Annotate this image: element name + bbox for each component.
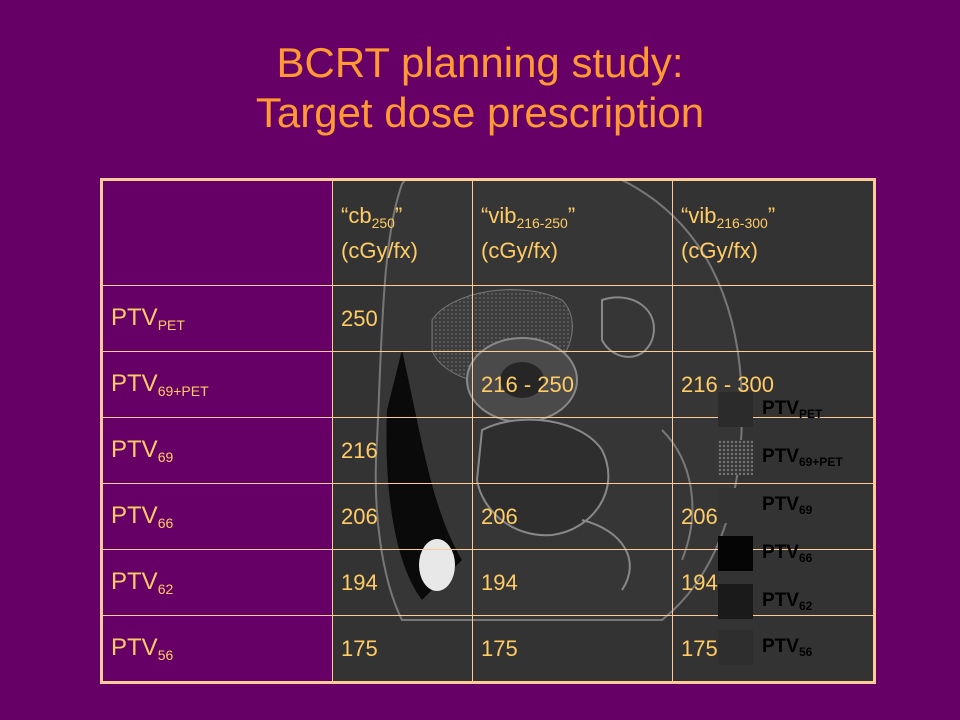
row-label: PTV69+PET — [102, 351, 333, 418]
legend-swatch-dotted — [718, 440, 753, 475]
table-cell — [672, 417, 874, 484]
table-row: PTV66 206 206 206 — [102, 483, 874, 550]
legend-swatch — [718, 392, 753, 427]
table-cell: 175 — [472, 615, 673, 682]
row-label: PTV69 — [102, 417, 333, 484]
legend-item-ptv-pet: PTVPET — [718, 392, 878, 428]
table-cell: 175 — [672, 615, 874, 682]
legend-item-ptv-66: PTV66 — [718, 536, 878, 572]
table-cell: 175 — [332, 615, 473, 682]
table-cell: 206 — [672, 483, 874, 550]
table-cell — [472, 417, 673, 484]
table-row: PTV62 194 194 194 — [102, 549, 874, 616]
table-cell — [472, 285, 673, 352]
table-cell: 206 — [332, 483, 473, 550]
table-cell: 250 — [332, 285, 473, 352]
legend-swatch — [718, 630, 753, 665]
legend-item-ptv-56: PTV56 — [718, 630, 878, 666]
row-label: PTV62 — [102, 549, 333, 616]
legend-label: PTVPET — [762, 398, 823, 421]
legend-label: PTV62 — [762, 590, 813, 613]
table-row: PTV56 175 175 175 — [102, 615, 874, 682]
legend-swatch — [718, 584, 753, 619]
header-cell-vib216-300: “vib216-300” (cGy/fx) — [672, 180, 874, 286]
legend-item-ptv-69: PTV69 — [718, 488, 878, 524]
title-line-2: Target dose prescription — [255, 89, 705, 136]
dose-table-panel: “cb250” (cGy/fx) “vib216-250” (cGy/fx) “… — [100, 178, 876, 684]
table-cell: 206 — [472, 483, 673, 550]
slide-title: BCRT planning study: Target dose prescri… — [0, 38, 960, 138]
table-cell — [672, 285, 874, 352]
legend-label: PTV69 — [762, 494, 813, 517]
legend-swatch — [718, 536, 753, 571]
legend-label: PTV69+PET — [762, 446, 843, 469]
legend-swatch — [718, 488, 753, 523]
table-cell — [332, 351, 473, 418]
table-cell: 194 — [332, 549, 473, 616]
table-cell: 194 — [672, 549, 874, 616]
legend-item-ptv-62: PTV62 — [718, 584, 878, 620]
table-row: PTVPET 250 — [102, 285, 874, 352]
table-corner-cell — [102, 180, 333, 286]
legend-label: PTV66 — [762, 542, 813, 565]
legend-label: PTV56 — [762, 636, 813, 659]
row-label: PTV56 — [102, 615, 333, 682]
row-label: PTV66 — [102, 483, 333, 550]
table-cell: 194 — [472, 549, 673, 616]
table-cell: 216 - 250 — [472, 351, 673, 418]
header-cell-vib216-250: “vib216-250” (cGy/fx) — [472, 180, 673, 286]
table-cell: 216 — [332, 417, 473, 484]
title-line-1: BCRT planning study: — [276, 39, 684, 86]
header-cell-cb250: “cb250” (cGy/fx) — [332, 180, 473, 286]
row-label: PTVPET — [102, 285, 333, 352]
legend-item-ptv-69-pet: PTV69+PET — [718, 440, 878, 476]
dose-table: “cb250” (cGy/fx) “vib216-250” (cGy/fx) “… — [102, 180, 874, 682]
table-header-row: “cb250” (cGy/fx) “vib216-250” (cGy/fx) “… — [102, 180, 874, 286]
table-row: PTV69 216 — [102, 417, 874, 484]
